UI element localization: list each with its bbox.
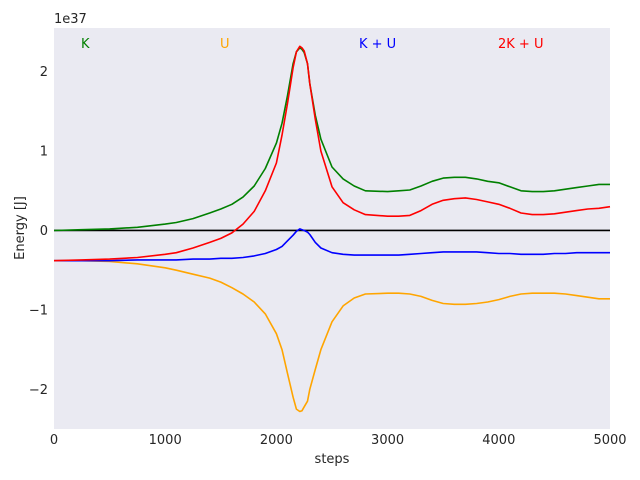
x-tick-label: 2000 <box>260 433 293 448</box>
legend-label: K + U <box>359 37 396 52</box>
legend: K U K + U 2K + U <box>81 37 543 52</box>
x-tick-label: 5000 <box>593 433 626 448</box>
y-tick-label: −1 <box>29 303 48 318</box>
legend-label: U <box>220 37 230 52</box>
y-axis-ticks: −2 −1 0 1 2 <box>29 65 48 398</box>
x-axis-label: steps <box>315 452 350 467</box>
y-axis-label: Energy [J] <box>13 196 28 260</box>
series-line-u <box>54 259 610 413</box>
x-tick-label: 4000 <box>482 433 515 448</box>
series-line-2k-u <box>53 45 611 262</box>
y-tick-label: −2 <box>29 383 48 398</box>
y-tick-label: 1 <box>40 145 48 160</box>
y-tick-label: 2 <box>40 65 48 80</box>
x-tick-label: 3000 <box>371 433 404 448</box>
series-line-k-u <box>54 228 610 262</box>
x-tick-label: 1000 <box>149 433 182 448</box>
series-layer <box>53 45 611 413</box>
series-line-k <box>53 47 610 232</box>
x-tick-label: 0 <box>50 433 58 448</box>
y-tick-label: 0 <box>40 224 48 239</box>
x-axis-ticks: 0 1000 2000 3000 4000 5000 <box>50 433 627 448</box>
y-axis-offset-label: 1e37 <box>54 12 87 27</box>
legend-label: K <box>81 37 90 52</box>
legend-label: 2K + U <box>498 37 543 52</box>
plot-area <box>54 28 610 429</box>
